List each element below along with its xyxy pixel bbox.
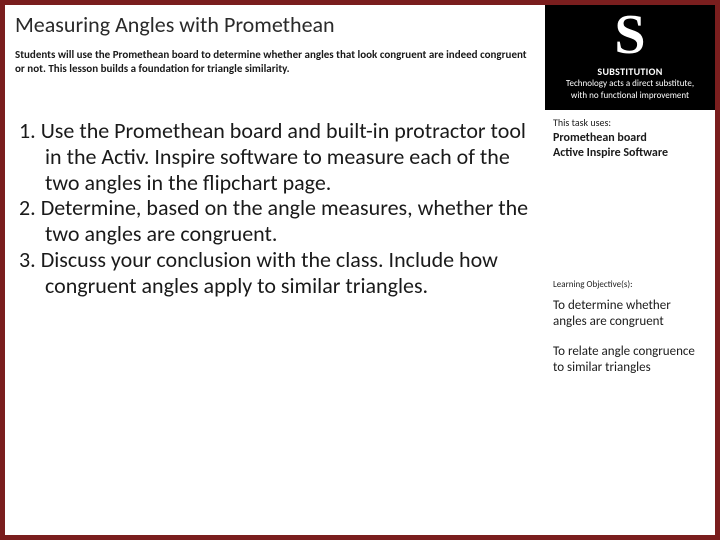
badge-desc-line1: Technology acts a direct substitute, bbox=[566, 79, 694, 90]
sidebar: This task uses: Promethean board Active … bbox=[545, 110, 715, 535]
lesson-card: Measuring Angles with Promethean Student… bbox=[0, 0, 720, 540]
spacer bbox=[553, 161, 707, 271]
objectives-label: Learning Objective(s): bbox=[553, 279, 707, 290]
intro-text: Students will use the Promethean board t… bbox=[15, 48, 535, 76]
header-row: Measuring Angles with Promethean Student… bbox=[5, 5, 715, 110]
steps-list: Use the Promethean board and built-in pr… bbox=[9, 118, 535, 300]
body-row: Use the Promethean board and built-in pr… bbox=[5, 110, 715, 535]
badge-letter: S bbox=[614, 7, 645, 63]
badge-desc-line2: with no functional improvement bbox=[571, 91, 689, 102]
uses-item: Promethean board bbox=[553, 131, 707, 146]
steps-panel: Use the Promethean board and built-in pr… bbox=[5, 110, 545, 535]
step-item: Determine, based on the angle measures, … bbox=[9, 195, 535, 247]
objective-item: To determine whether angles are congruen… bbox=[553, 298, 707, 331]
samr-badge: S SUBSTITUTION Technology acts a direct … bbox=[545, 5, 715, 110]
step-item: Discuss your conclusion with the class. … bbox=[9, 247, 535, 299]
page-title: Measuring Angles with Promethean bbox=[15, 11, 535, 38]
uses-item: Active Inspire Software bbox=[553, 146, 707, 161]
step-item: Use the Promethean board and built-in pr… bbox=[9, 118, 535, 196]
badge-word: SUBSTITUTION bbox=[597, 65, 662, 78]
header-left: Measuring Angles with Promethean Student… bbox=[5, 5, 545, 110]
uses-label: This task uses: bbox=[553, 116, 707, 129]
objective-item: To relate angle congruence to similar tr… bbox=[553, 344, 707, 377]
